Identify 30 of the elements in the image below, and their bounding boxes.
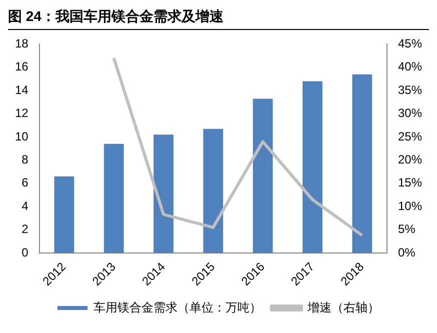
legend-label: 车用镁合金需求（单位：万吨） — [94, 300, 262, 314]
y2-tick-label: 40% — [398, 60, 422, 74]
y-tick-label: 14 — [14, 82, 29, 97]
bar — [203, 128, 224, 253]
y-tick-label: 12 — [14, 106, 29, 120]
y2-tick-label: 25% — [398, 129, 422, 144]
y-tick-label: 4 — [22, 198, 29, 213]
bar — [252, 98, 273, 253]
y-tick-label: 0 — [22, 245, 29, 260]
y2-tick-label: 5% — [398, 222, 416, 236]
y-tick-label: 18 — [14, 36, 29, 51]
y2-tick-label: 30% — [398, 106, 422, 120]
chart-title: 图 24：我国车用镁合金需求及增速 — [8, 8, 429, 30]
y-tick-label: 8 — [22, 152, 29, 166]
y2-tick-label: 15% — [398, 176, 422, 190]
y2-tick-label: 45% — [398, 36, 422, 51]
bar — [104, 144, 124, 253]
bar — [54, 176, 74, 253]
y-tick-label: 16 — [14, 60, 29, 74]
y-tick-label: 6 — [22, 176, 29, 190]
y2-tick-label: 10% — [398, 198, 422, 213]
bar — [154, 134, 174, 253]
y-tick-label: 2 — [22, 222, 29, 236]
y2-tick-label: 0% — [398, 245, 416, 260]
y2-tick-label: 20% — [398, 152, 422, 166]
bar — [302, 81, 322, 253]
y-tick-label: 10 — [14, 129, 29, 144]
y2-tick-label: 35% — [398, 82, 422, 97]
bar — [352, 74, 372, 253]
legend-label: 增速（右轴） — [306, 300, 380, 314]
